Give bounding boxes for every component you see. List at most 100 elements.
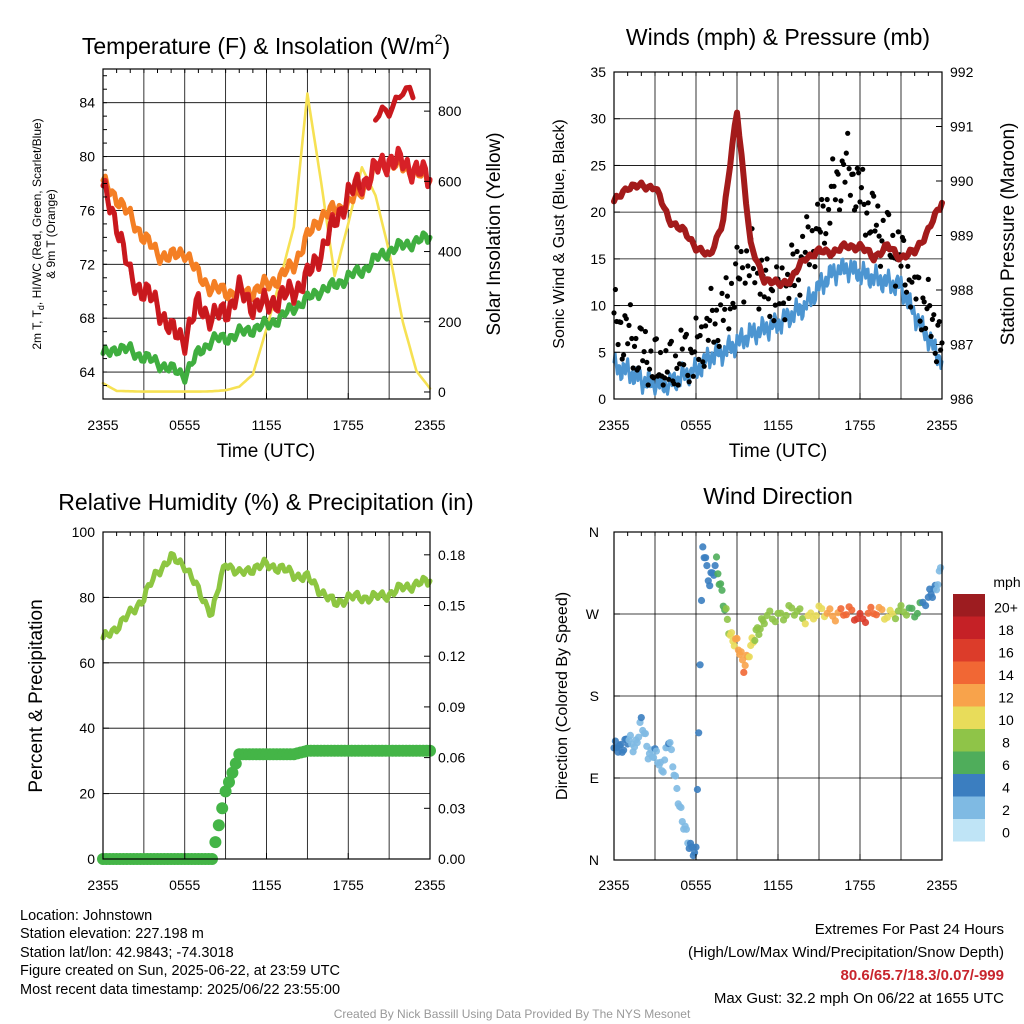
extremes-subtitle: (High/Low/Max Wind/Precipitation/Snow De… <box>688 944 1004 961</box>
rh-precip-point <box>229 757 242 770</box>
legend-label: 4 <box>1002 779 1010 795</box>
wind-gust-point <box>875 203 881 209</box>
wind-gust-point <box>927 303 933 309</box>
wind-gust-point <box>686 379 692 385</box>
wind-gust-point <box>640 358 646 364</box>
wind-gust-point <box>805 224 811 230</box>
legend-label: 8 <box>1002 734 1010 750</box>
wind-gust-point <box>662 375 668 381</box>
dir-point <box>922 602 930 610</box>
wind-ytick-label: 35 <box>590 64 606 80</box>
dir-point <box>807 609 815 617</box>
wind-gust-point <box>713 307 720 313</box>
dir-point <box>760 620 768 628</box>
dir-point <box>756 625 764 633</box>
wind-gust-point <box>756 306 762 312</box>
wind-ticks: 0 5 10 15 20 25 30 35 986 987 988 989 990 991 992 2355 0… <box>590 64 973 433</box>
wind-gust-point <box>876 233 882 239</box>
dir-ticks: N E S W N 2355 0555 1155 1755 2355 <box>586 524 958 893</box>
rh-precip-point <box>226 766 239 779</box>
dir-point <box>641 730 650 738</box>
legend-label: 12 <box>998 689 1014 705</box>
wind-gust-point <box>918 327 925 333</box>
wind-gust-point <box>841 161 847 167</box>
wind-gust-point <box>835 171 841 177</box>
dir-point <box>897 602 905 610</box>
wind-gust-point <box>925 276 931 282</box>
wind-gust-point <box>636 365 642 371</box>
wind-gust-point <box>821 240 828 246</box>
temp-ytick-label: 68 <box>79 310 95 326</box>
wind-gust-point <box>727 306 733 312</box>
wind-gust-point <box>826 206 832 213</box>
wind-gust-point <box>921 299 927 305</box>
dir-point <box>633 739 641 747</box>
rh-ticks: 0 20 40 60 80 100 0.00 0.03 0.06 0.09 0.12 0.15 0.18… <box>72 524 466 893</box>
wind-gust-point <box>771 318 777 324</box>
wind-gust-point <box>843 150 849 156</box>
dir-xtick-label: 1155 <box>763 877 793 893</box>
dir-ylabel-left: Direction (Colored By Speed) <box>554 592 571 800</box>
wind-panel-title: Winds (mph) & Pressure (mb) <box>626 24 930 50</box>
wind-gust-point <box>774 264 780 270</box>
dir-point <box>650 753 658 762</box>
rh-xtick-label: 1155 <box>251 877 281 893</box>
wind-xlabel: Time (UTC) <box>729 441 828 462</box>
wind-gust-point <box>917 318 923 324</box>
dir-point <box>796 605 804 613</box>
rh-xtick-label: 2355 <box>414 877 445 893</box>
wind-gust-point <box>847 192 854 198</box>
dir-point <box>620 746 628 754</box>
dir-point <box>626 731 635 740</box>
temp-ytick-right-label: 400 <box>438 244 462 260</box>
legend-label: 6 <box>1002 757 1010 773</box>
wind-gust-point <box>690 373 696 379</box>
rh-precip-point <box>216 802 229 815</box>
dir-point <box>737 648 745 656</box>
wind-gust-point <box>797 292 803 298</box>
dir-point <box>723 615 732 624</box>
extremes-box: Extremes For Past 24 Hours (High/Low/Max… <box>688 918 1004 1010</box>
wind-gust-point <box>865 200 871 206</box>
legend-swatch <box>953 729 985 752</box>
wind-gust-point <box>831 183 837 189</box>
wind-gust-point <box>701 363 707 369</box>
wind-gust-point <box>861 201 867 207</box>
dir-point <box>722 605 730 613</box>
temp-panel-title: Temperature (F) & Insolation (W/m2) <box>82 31 450 59</box>
wind-gust-point <box>879 238 885 244</box>
wind-gust-point <box>802 249 808 255</box>
wind-gust-point <box>693 315 699 321</box>
wind-ytick-label: 5 <box>598 344 606 360</box>
wind-gust-point <box>892 283 899 289</box>
dir-point <box>777 609 785 617</box>
dir-point <box>617 740 625 749</box>
dir-point <box>755 630 763 639</box>
wind-gust-point <box>901 237 907 243</box>
dir-point <box>695 729 703 737</box>
wind-gust-point <box>752 280 758 286</box>
figure-created: Figure created on Sun, 2025-06-22, at 23… <box>20 963 340 980</box>
temp-ytick-label: 64 <box>79 364 95 380</box>
wind-ytick-right-label: 991 <box>950 119 974 135</box>
wind-gust-point <box>903 289 910 295</box>
dir-grid <box>614 532 942 860</box>
wind-gust-point <box>674 365 680 371</box>
wind-gust-point <box>657 349 664 356</box>
wind-gust-point <box>666 376 672 382</box>
dir-point <box>848 606 856 614</box>
wind-gust-point <box>936 319 942 325</box>
station-location: Location: Johnstown <box>20 908 153 924</box>
wind-gust-point <box>722 306 728 312</box>
wind-gust-point <box>677 361 683 367</box>
wind-gust-point <box>806 262 813 268</box>
dir-series <box>610 543 945 860</box>
wind-gust-point <box>744 248 750 254</box>
rh-ytick-right-label: 0.15 <box>438 598 465 614</box>
wind-gust-point <box>830 156 836 162</box>
wind-gust-point <box>728 280 735 286</box>
dir-point <box>666 739 674 747</box>
wind-gust-point <box>871 193 877 199</box>
legend-swatch <box>953 796 985 819</box>
wind-gust-point <box>668 338 675 344</box>
